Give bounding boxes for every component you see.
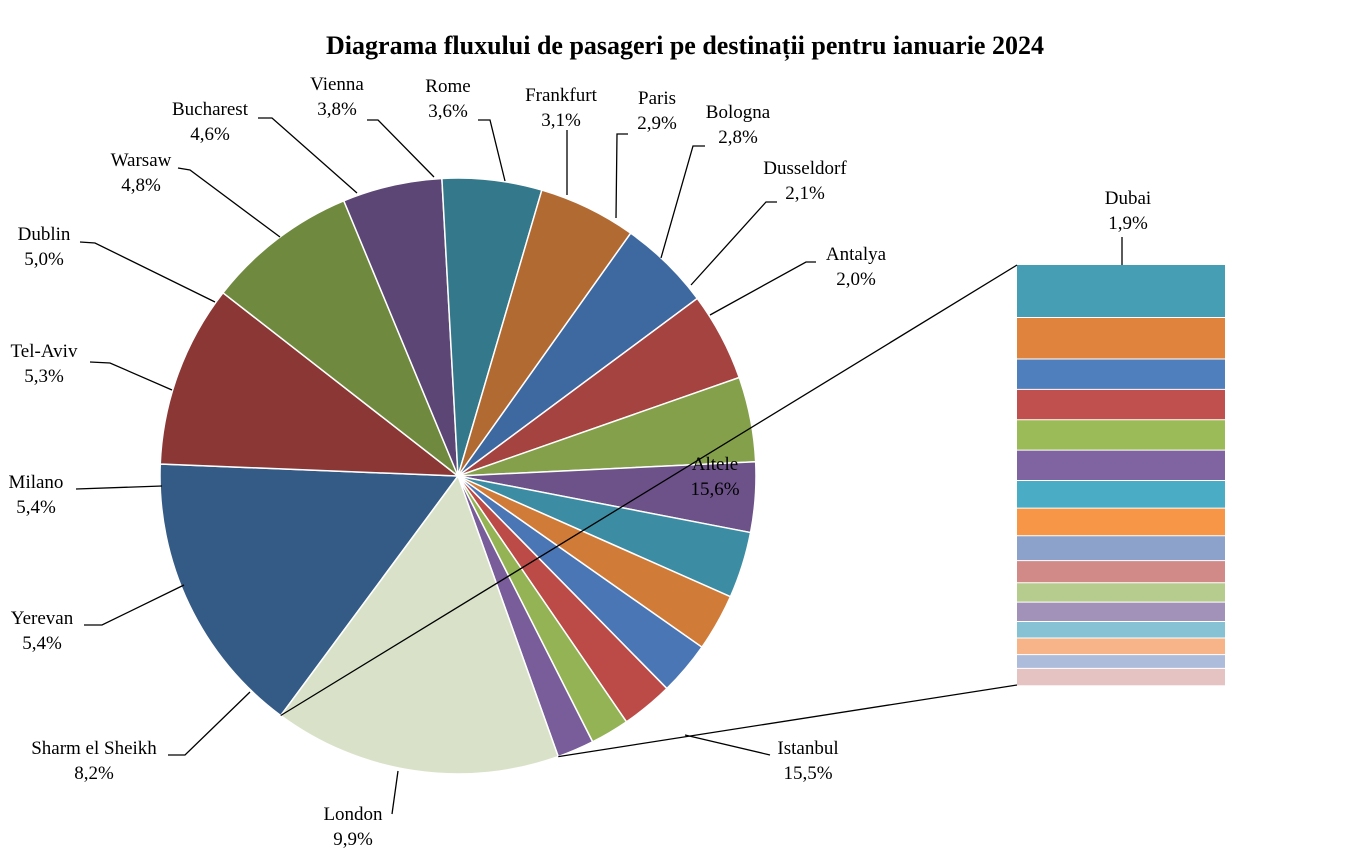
slice-label-dusseldorf: Dusseldorf: [763, 158, 847, 179]
bar-segment-1: [1017, 265, 1225, 318]
leader-line-yerevan: [84, 584, 185, 626]
bar-segment-13: [1017, 621, 1225, 639]
bar-segment-12: [1017, 602, 1225, 622]
bar-label-dubai: Dubai: [1105, 188, 1151, 209]
slice-value-tel-aviv: 5,3%: [24, 366, 64, 387]
bar-segment-11: [1017, 582, 1225, 603]
slice-value-istanbul: 15,5%: [783, 763, 832, 784]
slice-value-bucharest: 4,6%: [190, 124, 230, 145]
slice-label-yerevan: Yerevan: [11, 608, 74, 629]
slice-value-vienna: 3,8%: [317, 99, 357, 120]
leader-line-bucharest: [258, 117, 358, 194]
bar-segment-8: [1017, 508, 1225, 537]
slice-value-rome: 3,6%: [428, 101, 468, 122]
slice-label-dublin: Dublin: [18, 224, 71, 245]
leader-line-antalya: [709, 261, 816, 316]
slice-label-istanbul: Istanbul: [777, 738, 838, 759]
leader-line-warsaw: [177, 167, 281, 238]
leader-line-rome: [478, 119, 506, 182]
slice-value-yerevan: 5,4%: [22, 633, 62, 654]
bar-segment-4: [1017, 389, 1225, 421]
slice-value-altele: 15,6%: [690, 479, 739, 500]
chart-title: Diagrama fluxului de pasageri pe destina…: [326, 31, 1044, 61]
slice-label-paris: Paris: [638, 88, 676, 109]
slice-label-antalya: Antalya: [826, 244, 887, 265]
slice-label-rome: Rome: [425, 76, 470, 97]
bar-segment-15: [1017, 654, 1225, 669]
slice-label-frankfurt: Frankfurt: [525, 85, 597, 106]
slice-label-sharm-el-sheikh: Sharm el Sheikh: [31, 738, 157, 759]
slice-value-paris: 2,9%: [637, 113, 677, 134]
pie-slice-altele: [279, 474, 560, 775]
slice-label-london: London: [323, 804, 383, 825]
connector-line-top: [280, 264, 1018, 717]
slice-value-sharm-el-sheikh: 8,2%: [74, 763, 114, 784]
bar-segment-16: [1017, 668, 1225, 686]
leader-line-istanbul: [684, 734, 771, 756]
leader-line-sharm-el-sheikh: [168, 691, 251, 756]
leader-lines: [75, 117, 1123, 815]
bar-segment-7: [1017, 480, 1225, 509]
slice-value-antalya: 2,0%: [836, 269, 876, 290]
slice-value-bologna: 2,8%: [718, 127, 758, 148]
slice-value-milano: 5,4%: [16, 497, 56, 518]
leader-line-dublin: [79, 241, 216, 303]
data-labels: Istanbul 15,5% London 9,9% Sharm el Sheikh 8,…: [9, 74, 1152, 850]
slice-value-london: 9,9%: [333, 829, 373, 850]
leader-line-tel-aviv: [89, 361, 173, 391]
slice-value-dusseldorf: 2,1%: [785, 183, 825, 204]
slice-label-vienna: Vienna: [310, 74, 364, 95]
slice-value-warsaw: 4,8%: [121, 175, 161, 196]
bar-segment-9: [1017, 535, 1225, 561]
slice-value-dublin: 5,0%: [24, 249, 64, 270]
leader-line-dusseldorf: [690, 201, 777, 286]
leader-line-vienna: [367, 119, 435, 178]
slice-label-bologna: Bologna: [706, 102, 771, 123]
leader-line-bologna: [660, 145, 705, 259]
slice-label-altele: Altele: [692, 454, 738, 475]
slice-value-frankfurt: 3,1%: [541, 110, 581, 131]
bar-segment-5: [1017, 419, 1225, 451]
slice-label-milano: Milano: [9, 472, 64, 493]
slice-label-tel-aviv: Tel-Aviv: [11, 341, 78, 362]
connector-line-bottom: [558, 684, 1018, 758]
bar-segment-6: [1017, 450, 1225, 481]
bar-segment-10: [1017, 560, 1225, 584]
leader-line-london: [391, 770, 399, 815]
bar-value-dubai: 1,9%: [1108, 213, 1148, 234]
pie-slice-istanbul: [159, 463, 460, 717]
breakout-bar: [1017, 265, 1225, 686]
bar-segment-3: [1017, 358, 1225, 390]
leader-line-paris: [615, 133, 628, 219]
connector-lines: [280, 264, 1018, 758]
bar-segment-2: [1017, 317, 1225, 360]
pie-slice-london: [159, 291, 461, 477]
slice-label-warsaw: Warsaw: [111, 150, 172, 171]
pie-slices: [159, 177, 757, 775]
slice-label-bucharest: Bucharest: [172, 99, 249, 120]
leader-line-milano: [75, 485, 163, 490]
bar-segment-14: [1017, 638, 1225, 655]
pie-slice-sharm-el-sheikh: [221, 199, 460, 479]
